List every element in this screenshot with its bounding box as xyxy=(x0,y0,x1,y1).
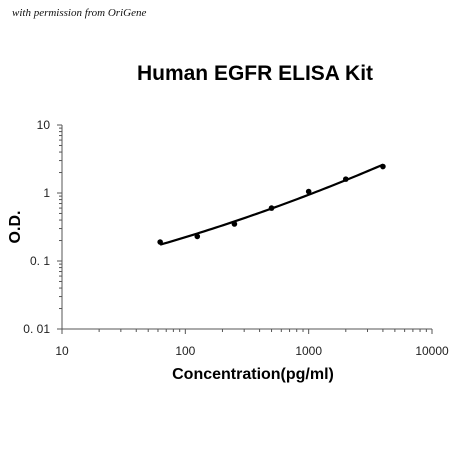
chart-title: Human EGFR ELISA Kit xyxy=(136,62,374,85)
data-point xyxy=(194,233,201,240)
data-point xyxy=(380,163,386,170)
x-tick-label: 1000 xyxy=(295,344,322,358)
data-point xyxy=(305,188,312,195)
x-tick-label: 10 xyxy=(55,344,69,358)
y-tick-label: 0. 01 xyxy=(23,322,50,336)
x-tick-label: 100 xyxy=(175,344,195,358)
data-point xyxy=(342,176,349,182)
fit-curve xyxy=(159,163,384,246)
x-axis-title: Concentration(pg/ml) xyxy=(172,366,334,383)
data-point xyxy=(231,221,238,227)
x-tick-label: 10000 xyxy=(415,344,449,358)
y-tick-label: 0. 1 xyxy=(30,254,50,268)
y-tick-label: 10 xyxy=(37,118,51,132)
data-point xyxy=(157,239,163,245)
y-axis-title: O.D. xyxy=(7,211,24,244)
watermark-text: with permission from OriGene xyxy=(12,7,147,19)
y-tick-label: 1 xyxy=(43,186,50,200)
data-point xyxy=(268,205,275,211)
